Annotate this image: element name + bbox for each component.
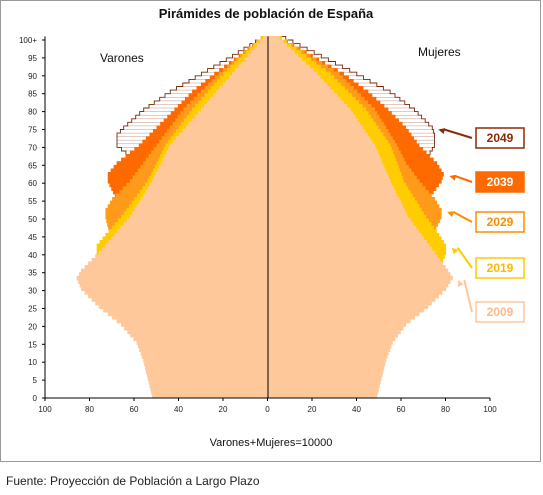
legend-arrowhead [449, 174, 457, 181]
y-tick-label: 25 [28, 305, 37, 314]
x-tick-label: 100 [38, 405, 52, 414]
mujeres-label: Mujeres [418, 45, 461, 59]
y-tick-label: 65 [28, 161, 37, 170]
legend-arrow [452, 210, 473, 223]
y-tick-label: 35 [28, 269, 37, 278]
varones-label: Varones [100, 51, 144, 65]
x-tick-label: 80 [441, 405, 450, 414]
legend-arrowhead [457, 279, 464, 287]
y-tick-label: 80 [28, 108, 37, 117]
x-tick-label: 40 [352, 405, 361, 414]
y-tick-label: 95 [28, 54, 37, 63]
legend-box [475, 257, 525, 279]
y-tick-label: 30 [28, 287, 37, 296]
y-tick-label: 45 [28, 233, 37, 242]
x-tick-label: 40 [174, 405, 183, 414]
area-2009 [76, 35, 453, 399]
x-tick-label: 80 [85, 405, 94, 414]
y-tick-label: 40 [28, 251, 37, 260]
legend-label: 2029 [487, 215, 514, 229]
y-tick-label: 100+ [19, 36, 37, 45]
y-tick-label: 70 [28, 143, 37, 152]
legend-label: 2039 [487, 175, 514, 189]
x-tick-label: 20 [308, 405, 317, 414]
y-tick-label: 75 [28, 126, 37, 135]
legend-item-2049: 2049 [438, 127, 525, 149]
legend-box [475, 171, 525, 193]
y-tick-label: 60 [28, 179, 37, 188]
legend-box [475, 301, 525, 323]
x-tick-label: 20 [219, 405, 228, 414]
legend-arrow [456, 247, 473, 269]
legend-arrowhead [447, 211, 455, 218]
y-tick-label: 90 [28, 72, 37, 81]
legend-box [475, 127, 525, 149]
legend-label: 2049 [487, 131, 514, 145]
source-note: Fuente: Proyección de Población a Largo … [6, 474, 260, 488]
legend-arrowhead [451, 247, 459, 255]
legend-arrow [455, 175, 473, 183]
legend-arrowhead [438, 128, 446, 134]
y-tick-label: 15 [28, 340, 37, 349]
y-tick-label: 85 [28, 90, 37, 99]
legend-item-2019: 2019 [451, 247, 525, 279]
legend-item-2039: 2039 [449, 171, 525, 193]
x-tick-label: 60 [130, 405, 139, 414]
y-tick-label: 5 [33, 376, 38, 385]
legend-box [475, 211, 525, 233]
age-bars-2009 [77, 36, 453, 395]
population-pyramid-chart: Pirámides de población de España Varones… [19, 6, 525, 449]
chart-title: Pirámides de población de España [159, 6, 374, 21]
footnote: Varones+Mujeres=10000 [210, 437, 333, 449]
y-tick-label: 55 [28, 197, 37, 206]
x-tick-label: 60 [397, 405, 406, 414]
y-tick-label: 10 [28, 358, 37, 367]
series-2009 [76, 35, 453, 399]
legend-arrow [443, 128, 473, 139]
y-tick-label: 20 [28, 322, 37, 331]
y-tick-label: 50 [28, 215, 37, 224]
legend-arrow [463, 279, 473, 313]
x-tick-label: 100 [483, 405, 497, 414]
legend-label: 2019 [487, 261, 514, 275]
legend-label: 2009 [487, 305, 514, 319]
legend-item-2029: 2029 [447, 210, 525, 233]
x-tick-label: 0 [265, 405, 270, 414]
legend-item-2009: 2009 [457, 279, 525, 323]
y-tick-label: 0 [33, 394, 38, 403]
